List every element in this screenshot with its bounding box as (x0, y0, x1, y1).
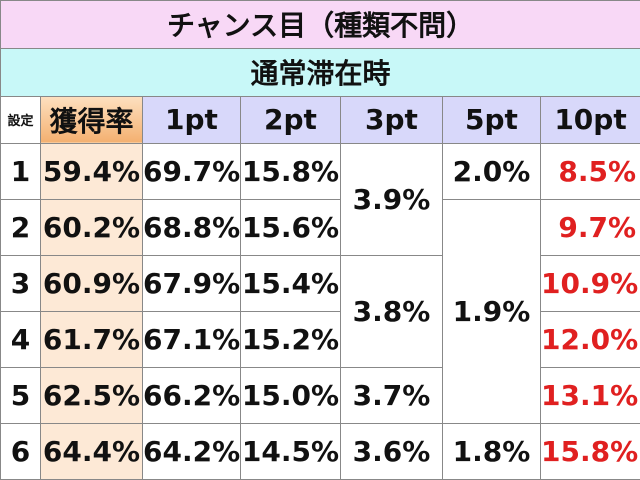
cell: 15.4% (240, 255, 341, 313)
setting: 6 (0, 423, 41, 480)
col-header: 3pt (340, 95, 443, 145)
rate: 61.7% (40, 311, 143, 369)
col-header: 獲得率 (40, 95, 143, 145)
col-header: 10pt (539, 95, 640, 145)
col-header: 1pt (142, 95, 241, 145)
rate: 62.5% (40, 367, 143, 424)
rate: 60.9% (40, 255, 143, 313)
title: チャンス目（種類不問） (0, 0, 640, 49)
cell: 1.8% (442, 423, 541, 480)
col-header: 設定 (0, 95, 41, 145)
setting: 3 (0, 255, 41, 313)
rate: 64.4% (40, 423, 143, 480)
setting: 1 (0, 143, 41, 201)
cell: 67.9% (142, 255, 241, 313)
cell: 3.8% (340, 255, 443, 369)
cell: 68.8% (142, 199, 241, 257)
setting: 5 (0, 367, 41, 424)
setting: 4 (0, 311, 41, 369)
cell: 3.9% (340, 143, 443, 257)
cell: 15.2% (240, 311, 341, 369)
cell: 13.1% (539, 367, 640, 424)
subtitle: 通常滞在時 (0, 47, 640, 97)
cell: 3.7% (340, 367, 443, 424)
cell: 64.2% (142, 423, 241, 480)
rate: 59.4% (40, 143, 143, 201)
cell: 10.9% (539, 255, 640, 313)
cell: 67.1% (142, 311, 241, 369)
cell: 12.0% (539, 311, 640, 369)
setting: 2 (0, 199, 41, 257)
cell: 3.6% (340, 423, 443, 480)
cell: 15.0% (240, 367, 341, 424)
cell: 2.0% (442, 143, 541, 201)
cell: 1.9% (442, 199, 541, 424)
col-header: 2pt (240, 95, 341, 145)
col-header: 5pt (442, 95, 541, 145)
cell: 15.8% (240, 143, 341, 201)
rate: 60.2% (40, 199, 143, 257)
cell: 15.6% (240, 199, 341, 257)
cell: 15.8% (539, 423, 640, 480)
cell: 8.5% (539, 143, 640, 201)
cell: 14.5% (240, 423, 341, 480)
cell: 69.7% (142, 143, 241, 201)
cell: 66.2% (142, 367, 241, 424)
cell: 9.7% (539, 199, 640, 257)
